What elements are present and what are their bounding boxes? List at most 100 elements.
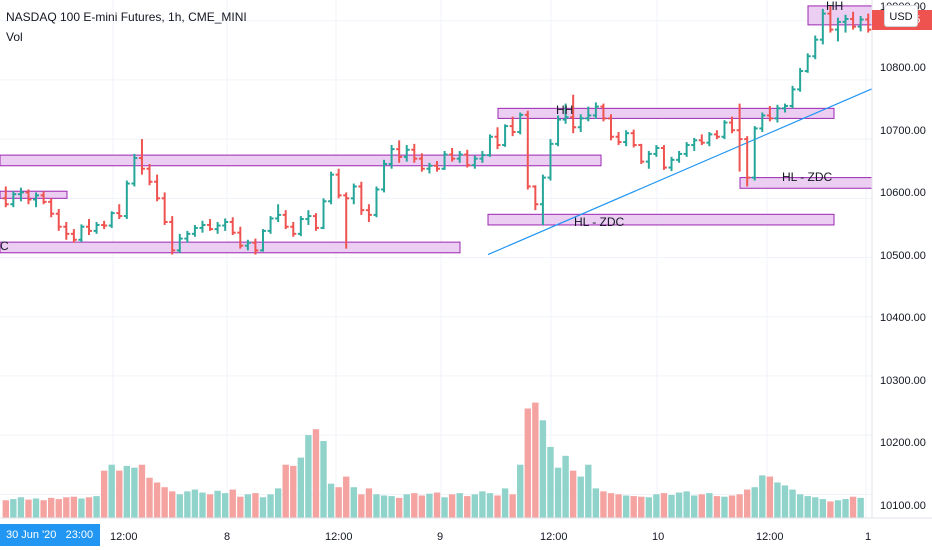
ohlc-bar	[191, 224, 198, 237]
volume-bar	[40, 500, 47, 518]
ohlc-bar	[116, 204, 123, 220]
volume-bar	[191, 489, 199, 518]
ohlc-bar	[494, 127, 501, 150]
volume-bar	[153, 482, 161, 518]
time-tick: 12:00	[756, 531, 784, 543]
ohlc-bar	[328, 171, 335, 205]
price-tick: 10800.00	[880, 62, 926, 74]
currency-button[interactable]: USD	[884, 5, 918, 27]
ohlc-bar	[305, 210, 312, 225]
volume-bar	[297, 457, 305, 518]
ohlc-bar	[290, 222, 297, 237]
time-tick: 12:00	[325, 531, 353, 543]
volume-bar	[146, 477, 153, 518]
volume-bar	[320, 441, 327, 518]
ohlc-bar	[698, 134, 705, 146]
ohlc-bar	[358, 181, 365, 215]
volume-bar	[358, 494, 365, 518]
volume-bar	[743, 489, 751, 518]
volume-indicator-label[interactable]: Vol	[6, 30, 23, 44]
ohlc-bar	[623, 130, 630, 147]
volume-bar	[698, 494, 705, 518]
ohlc-bar	[146, 163, 153, 186]
ohlc-bar	[744, 136, 751, 187]
volume-bar	[585, 464, 592, 518]
time-tick: 12:00	[540, 531, 568, 543]
volume-bar	[615, 494, 622, 518]
price-axis[interactable]: 10900.00 10800.00 10700.00 10600.00 1050…	[871, 0, 932, 518]
ohlc-bar	[456, 150, 463, 163]
ohlc-bar	[154, 174, 161, 202]
volume-bar	[766, 476, 774, 518]
annotation-hh-2: HH	[826, 0, 843, 13]
volume-bar	[116, 470, 123, 518]
ohlc-bar	[229, 217, 236, 236]
time-tick: 9	[437, 531, 443, 543]
volume-bar	[418, 495, 426, 518]
volume-bar	[214, 490, 221, 518]
volume-bar	[169, 491, 176, 518]
grid-lines	[0, 0, 872, 518]
trendline[interactable]	[487, 88, 873, 256]
ohlc-bar	[751, 126, 758, 181]
volume-bar	[55, 499, 62, 518]
ohlc-bar	[373, 186, 380, 218]
support-resistance-zones[interactable]	[0, 5, 873, 254]
ohlc-bar	[449, 148, 456, 162]
volume-bar	[857, 497, 864, 518]
ohlc-bar	[683, 142, 690, 157]
volume-bar	[479, 491, 486, 518]
volume-bar	[524, 408, 531, 518]
volume-bar	[350, 487, 357, 518]
ohlc-bar	[759, 112, 766, 133]
ohlc-bar	[275, 204, 282, 222]
ohlc-bar	[40, 191, 47, 205]
ohlc-bar	[441, 150, 448, 170]
ohlc-bar	[93, 222, 100, 234]
volume-bars	[2, 402, 864, 518]
ohlc-bar	[70, 229, 77, 243]
volume-bar	[774, 482, 781, 518]
volume-bar	[668, 494, 675, 518]
ohlc-bar	[471, 155, 478, 169]
volume-bar	[448, 494, 456, 518]
volume-bar	[630, 496, 637, 518]
volume-bar	[411, 493, 418, 518]
ohlc-bar	[577, 114, 584, 133]
volume-bar	[691, 495, 698, 518]
ohlc-bar	[812, 35, 819, 60]
volume-bar	[327, 483, 335, 518]
volume-bar	[653, 494, 660, 518]
symbol-title[interactable]: NASDAQ 100 E-mini Futures, 1h, CME_MINI	[6, 10, 247, 24]
volume-bar	[486, 493, 494, 518]
ohlc-bar	[850, 11, 857, 30]
volume-bar	[751, 487, 758, 518]
volume-bar	[388, 496, 395, 518]
volume-bar	[645, 497, 653, 518]
time-tick: 1	[865, 531, 871, 543]
volume-bar	[2, 500, 9, 518]
volume-bar	[206, 494, 214, 518]
ohlc-bar	[86, 219, 92, 236]
ohlc-bar	[63, 222, 70, 240]
ohlc-bar	[396, 140, 403, 163]
ohlc-bar	[736, 103, 743, 172]
ohlc-bar	[297, 216, 304, 237]
ohlc-bar	[282, 210, 289, 230]
time-axis[interactable]: 12:00 8 12:00 9 12:00 10 12:00 1	[0, 517, 932, 550]
ohlc-bar	[403, 145, 410, 162]
volume-bar	[660, 493, 668, 518]
ohlc-bar	[706, 132, 713, 147]
ohlc-bar	[267, 216, 274, 234]
price-tick: 10100.00	[880, 500, 926, 512]
trendline-segment	[487, 88, 873, 256]
ohlc-bar	[312, 213, 319, 231]
volume-bar	[812, 497, 819, 518]
volume-bar	[274, 488, 282, 518]
ohlc-bar	[101, 220, 108, 230]
ohlc-bar	[585, 106, 592, 122]
ohlc-bar	[608, 114, 614, 141]
zone-box	[0, 190, 68, 199]
